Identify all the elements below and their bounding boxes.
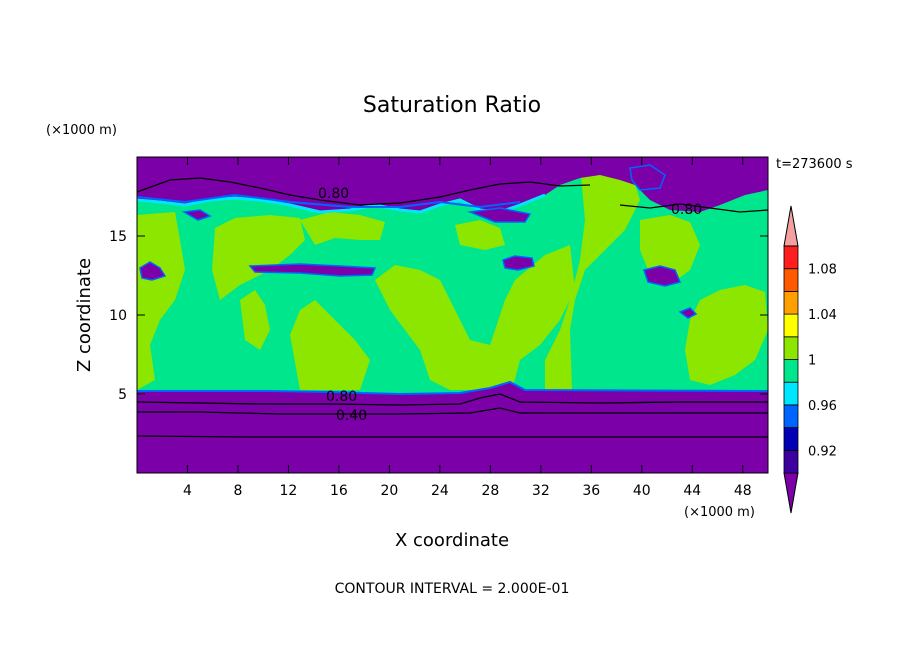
colorbar-swatch <box>783 268 799 292</box>
colorbar-swatch <box>783 245 799 270</box>
contour-label: 0.80 <box>326 389 357 405</box>
lower-dry-layer <box>137 382 768 473</box>
x-tick-label: 28 <box>481 483 499 499</box>
lower-dry-edge <box>137 380 768 396</box>
contour-label: 0.40 <box>336 408 367 424</box>
y-axis: 5 10 15 <box>109 229 768 403</box>
contour-label-group: 0.80 0.80 0.80 0.40 <box>318 186 702 424</box>
colorbar-swatch <box>783 313 799 338</box>
x-tick-label: 4 <box>183 483 192 499</box>
x-tick-label: 16 <box>330 483 348 499</box>
colorbar-tick-label: 0.92 <box>808 444 837 459</box>
contour-lines <box>137 177 768 438</box>
contour-label: 0.80 <box>671 202 702 218</box>
colorbar-tick-label: 1 <box>808 354 816 369</box>
time-label: t=273600 s <box>776 157 853 172</box>
colorbar-tick-label: 1.04 <box>808 308 837 323</box>
x-tick-label: 36 <box>582 483 600 499</box>
colorbar-swatch <box>783 427 799 451</box>
colorbar-swatch <box>783 359 799 383</box>
y-tick-label: 10 <box>109 308 127 324</box>
colorbar-swatch <box>783 381 799 406</box>
colorbar-tick-label: 0.96 <box>808 399 837 414</box>
upper-dry-edge-blue <box>137 193 521 209</box>
x-axis: 4 8 12 16 20 24 28 32 36 40 44 48 <box>183 157 752 499</box>
x-tick-label: 48 <box>734 483 752 499</box>
colorbar-extend-high <box>783 205 799 247</box>
colorbar-extend-low <box>783 472 799 514</box>
x-tick-label: 12 <box>280 483 298 499</box>
y-tick-label: 5 <box>118 387 127 403</box>
colorbar-swatch <box>783 404 799 428</box>
x-tick-label: 32 <box>532 483 550 499</box>
field-area <box>137 157 768 473</box>
x-tick-label: 24 <box>431 483 449 499</box>
y-axis-label: Z coordinate <box>74 258 95 372</box>
contour-label: 0.80 <box>318 186 349 202</box>
contour-interval-label: CONTOUR INTERVAL = 2.000E-01 <box>335 581 570 597</box>
colorbar-tick-label: 1.08 <box>808 263 837 278</box>
x-tick-label: 44 <box>683 483 701 499</box>
colorbar-swatch <box>783 290 799 315</box>
colorbar-swatch <box>783 449 799 474</box>
x-tick-label: 8 <box>233 483 242 499</box>
upper-dry-layer <box>137 157 768 212</box>
x-tick-label: 20 <box>380 483 398 499</box>
x-unit-label: (×1000 m) <box>684 505 755 520</box>
x-axis-label: X coordinate <box>395 530 509 551</box>
colorbar-swatch <box>783 336 799 360</box>
y-tick-label: 15 <box>109 229 127 245</box>
x-tick-label: 40 <box>633 483 651 499</box>
colorbar: 0.92 0.96 1 1.04 1.08 <box>783 205 837 514</box>
chart-title: Saturation Ratio <box>363 93 541 118</box>
y-unit-label: (×1000 m) <box>46 123 117 138</box>
dry-patches <box>139 164 698 319</box>
